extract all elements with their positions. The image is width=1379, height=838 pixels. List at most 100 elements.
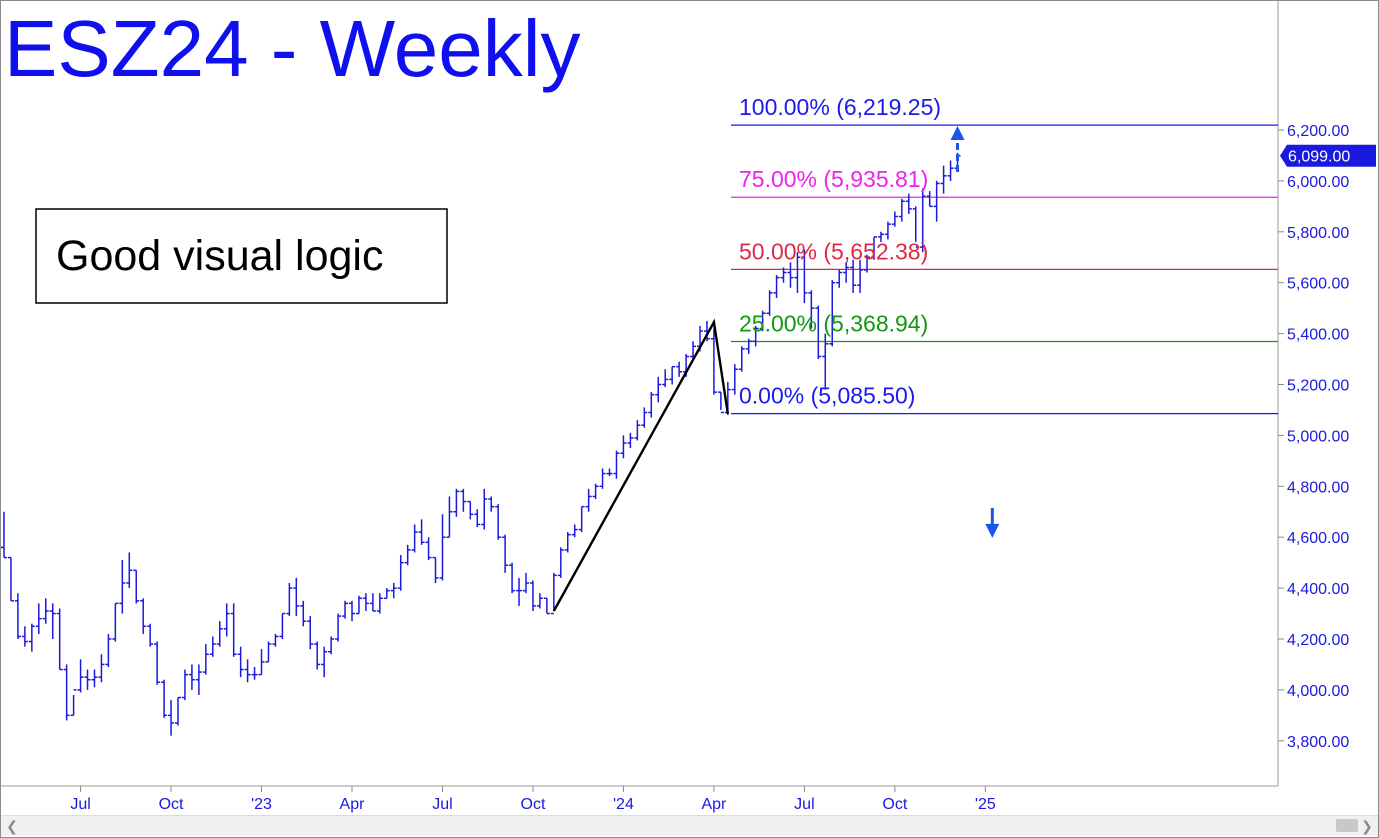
y-tick-label: 5,400.00 <box>1287 327 1349 344</box>
price-bar <box>168 700 175 736</box>
last-price-tag: 6,099.00 <box>1280 144 1376 167</box>
fib-label-0: 100.00% (6,219.25) <box>739 94 941 120</box>
price-bar <box>244 659 251 683</box>
chart-canvas[interactable]: 100.00% (6,219.25) 75.00% (5,935.81) 50.00… <box>0 0 1379 815</box>
price-bar <box>349 600 355 622</box>
price-bar <box>63 664 70 721</box>
price-bar <box>474 509 481 528</box>
price-bar <box>648 392 655 418</box>
y-tick-label: 3,800.00 <box>1287 734 1349 751</box>
horizontal-scrollbar[interactable]: ❮ ❯ <box>1 815 1378 836</box>
annotation-box: Good visual logic <box>35 208 448 304</box>
price-bar <box>578 505 585 533</box>
price-bar <box>328 636 335 655</box>
x-tick-label: Oct <box>521 796 546 813</box>
fib-label-3: 25.00% (5,368.94) <box>739 311 928 337</box>
price-bar <box>258 649 265 676</box>
price-bar <box>606 468 613 477</box>
pattern-line <box>552 318 730 612</box>
price-bar <box>223 603 230 637</box>
price-bar <box>342 600 349 619</box>
price-bar <box>49 603 56 639</box>
fib-label-2: 50.00% (5,652.38) <box>739 238 928 264</box>
price-bar <box>794 252 801 293</box>
scroll-left-icon[interactable]: ❮ <box>6 818 18 834</box>
price-bar <box>676 361 683 377</box>
price-bar <box>571 524 578 538</box>
price-bar <box>418 519 425 545</box>
price-bar <box>321 646 328 678</box>
price-bar <box>300 600 307 627</box>
price-bar <box>599 468 606 489</box>
price-bar <box>947 160 954 181</box>
y-tick-label: 4,800.00 <box>1287 479 1349 496</box>
price-bar <box>717 391 724 414</box>
price-bar <box>898 198 905 222</box>
price-bar <box>488 496 495 512</box>
price-bar <box>98 654 105 683</box>
price-bar <box>585 488 592 512</box>
price-bar <box>529 580 536 612</box>
y-tick-label: 6,000.00 <box>1287 174 1349 191</box>
price-bar <box>550 572 557 615</box>
fib-label-4: 0.00% (5,085.50) <box>739 383 915 409</box>
price-bar <box>843 262 850 283</box>
price-bar <box>690 341 697 360</box>
price-bar <box>383 588 390 600</box>
last-price-label: 6,099.00 <box>1288 149 1350 166</box>
x-tick-label: Oct <box>882 796 907 813</box>
price-bar <box>77 659 84 693</box>
price-bar <box>362 593 369 612</box>
price-bar <box>84 669 91 690</box>
y-tick-label: 4,400.00 <box>1287 581 1349 598</box>
price-bar <box>919 188 926 253</box>
price-bar <box>745 338 752 354</box>
price-bar <box>446 496 453 538</box>
price-bar <box>891 211 898 227</box>
price-bar <box>397 555 404 591</box>
price-bar <box>516 577 523 606</box>
abc-pattern <box>552 318 730 612</box>
price-bar <box>265 641 272 663</box>
price-bar <box>133 569 140 604</box>
price-bar <box>808 290 815 329</box>
price-bar <box>634 420 641 441</box>
price-bar <box>119 560 126 614</box>
price-bar <box>14 593 21 639</box>
y-tick-label: 5,000.00 <box>1287 428 1349 445</box>
price-bar <box>523 572 529 594</box>
price-bar <box>460 488 467 512</box>
price-bar <box>293 577 300 617</box>
price-bar <box>884 221 891 240</box>
price-bar <box>7 556 14 602</box>
price-bar <box>481 488 488 530</box>
scroll-thumb[interactable] <box>1336 819 1358 832</box>
price-bar <box>877 231 884 242</box>
price-bar <box>467 500 474 520</box>
x-tick-label: Jul <box>794 796 814 813</box>
price-bar <box>940 165 947 194</box>
y-tick-label: 4,600.00 <box>1287 530 1349 547</box>
price-bar <box>662 369 669 388</box>
price-bar <box>432 556 439 584</box>
y-tick-label: 6,200.00 <box>1287 123 1349 140</box>
price-bar <box>286 583 293 617</box>
y-tick-label: 5,800.00 <box>1287 225 1349 242</box>
price-bar <box>209 636 216 657</box>
price-axis: 6,200.00 6,000.00 5,800.00 5,600.00 5,400.00… <box>1278 123 1349 751</box>
target-arrows <box>950 126 1000 538</box>
price-bar <box>105 633 112 667</box>
x-tick-label: Apr <box>340 796 366 813</box>
x-tick-label: Jul <box>70 796 90 813</box>
price-bar <box>592 483 599 500</box>
price-bar <box>390 583 397 599</box>
price-bar <box>620 435 627 459</box>
price-bar <box>453 488 460 517</box>
scroll-right-icon[interactable]: ❯ <box>1361 818 1373 834</box>
x-tick-label: '23 <box>251 796 272 813</box>
price-bar <box>905 193 912 214</box>
price-bar <box>91 669 98 688</box>
fib-labels: 100.00% (6,219.25) 75.00% (5,935.81) 50.00… <box>739 94 941 409</box>
price-bar <box>35 603 42 634</box>
price-bar <box>787 262 794 288</box>
